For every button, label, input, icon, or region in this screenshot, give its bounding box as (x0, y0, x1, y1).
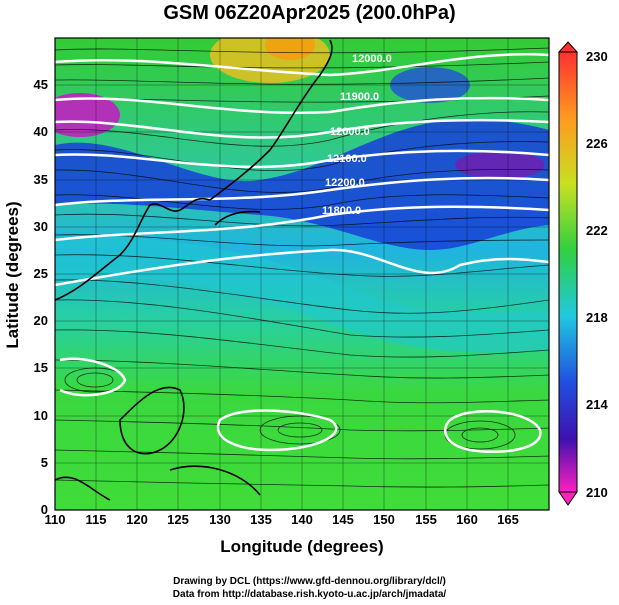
grid (55, 38, 549, 510)
y-tick-label: 40 (34, 124, 48, 139)
x-tick-label: 140 (291, 512, 313, 527)
map-field (55, 38, 549, 510)
y-axis: 0 5 10 15 20 25 30 35 40 45 (34, 77, 48, 517)
contour-labels: 12000.0 11900.0 12000.0 12100.0 12200.0 … (322, 53, 392, 217)
colorbar: 230 226 222 218 214 210 (557, 41, 608, 506)
colorbar-tick-label: 218 (586, 310, 608, 325)
x-tick-label: 145 (332, 512, 354, 527)
y-tick-label: 15 (34, 360, 48, 375)
colorbar-tick-label: 230 (586, 49, 608, 64)
cold-pocket-east (455, 151, 545, 179)
y-tick-label: 20 (34, 313, 48, 328)
data-credit: Data from http://database.rish.kyoto-u.a… (172, 589, 447, 600)
y-tick-label: 45 (34, 77, 48, 92)
x-tick-label: 130 (209, 512, 231, 527)
y-tick-label: 25 (34, 266, 48, 281)
y-tick-label: 0 (41, 502, 48, 517)
colorbar-tick-label: 226 (586, 136, 608, 151)
x-tick-label: 155 (415, 512, 437, 527)
map-frame (54, 37, 550, 511)
colorbar-tick-label: 214 (586, 397, 608, 412)
contour-label: 12000.0 (352, 53, 392, 65)
x-tick-label: 160 (456, 512, 478, 527)
map-title: GSM 06Z20Apr2025 (200.0hPa) (163, 2, 456, 24)
warm-core (265, 38, 315, 60)
contour-label: 11900.0 (340, 91, 379, 103)
y-tick-label: 35 (34, 172, 48, 187)
x-tick-label: 135 (250, 512, 272, 527)
x-tick-label: 125 (167, 512, 189, 527)
colorbar-bottom-arrow (558, 491, 578, 506)
x-tick-label: 115 (86, 512, 107, 527)
y-tick-label: 10 (34, 408, 48, 423)
x-tick-label: 165 (497, 512, 519, 527)
colorbar-top-arrow (557, 41, 579, 53)
x-tick-label: 110 (45, 512, 66, 527)
colorbar-scale (558, 51, 578, 493)
contour-label: 12000.0 (330, 126, 370, 138)
streamlines (55, 47, 549, 488)
coastlines (55, 39, 333, 501)
contour-label: 12100.0 (327, 153, 367, 165)
y-axis-label: Latitude (degrees) (3, 201, 22, 349)
x-axis: 110 115 120 125 130 135 140 145 150 155 … (45, 512, 519, 527)
colorbar-tick-label: 210 (586, 485, 608, 500)
colorbar-tick-label: 222 (586, 223, 608, 238)
drawing-credit: Drawing by DCL (https://www.gfd-dennou.o… (173, 576, 446, 587)
y-tick-label: 30 (34, 219, 48, 234)
contour-label: 11800.0 (322, 205, 361, 217)
x-tick-label: 150 (373, 512, 395, 527)
cold-pocket-west (55, 93, 120, 137)
y-tick-label: 5 (41, 455, 48, 470)
x-tick-label: 120 (126, 512, 148, 527)
contour-label: 12200.0 (325, 177, 365, 189)
x-axis-label: Longitude (degrees) (220, 537, 384, 556)
geopotential-contours (55, 53, 549, 454)
